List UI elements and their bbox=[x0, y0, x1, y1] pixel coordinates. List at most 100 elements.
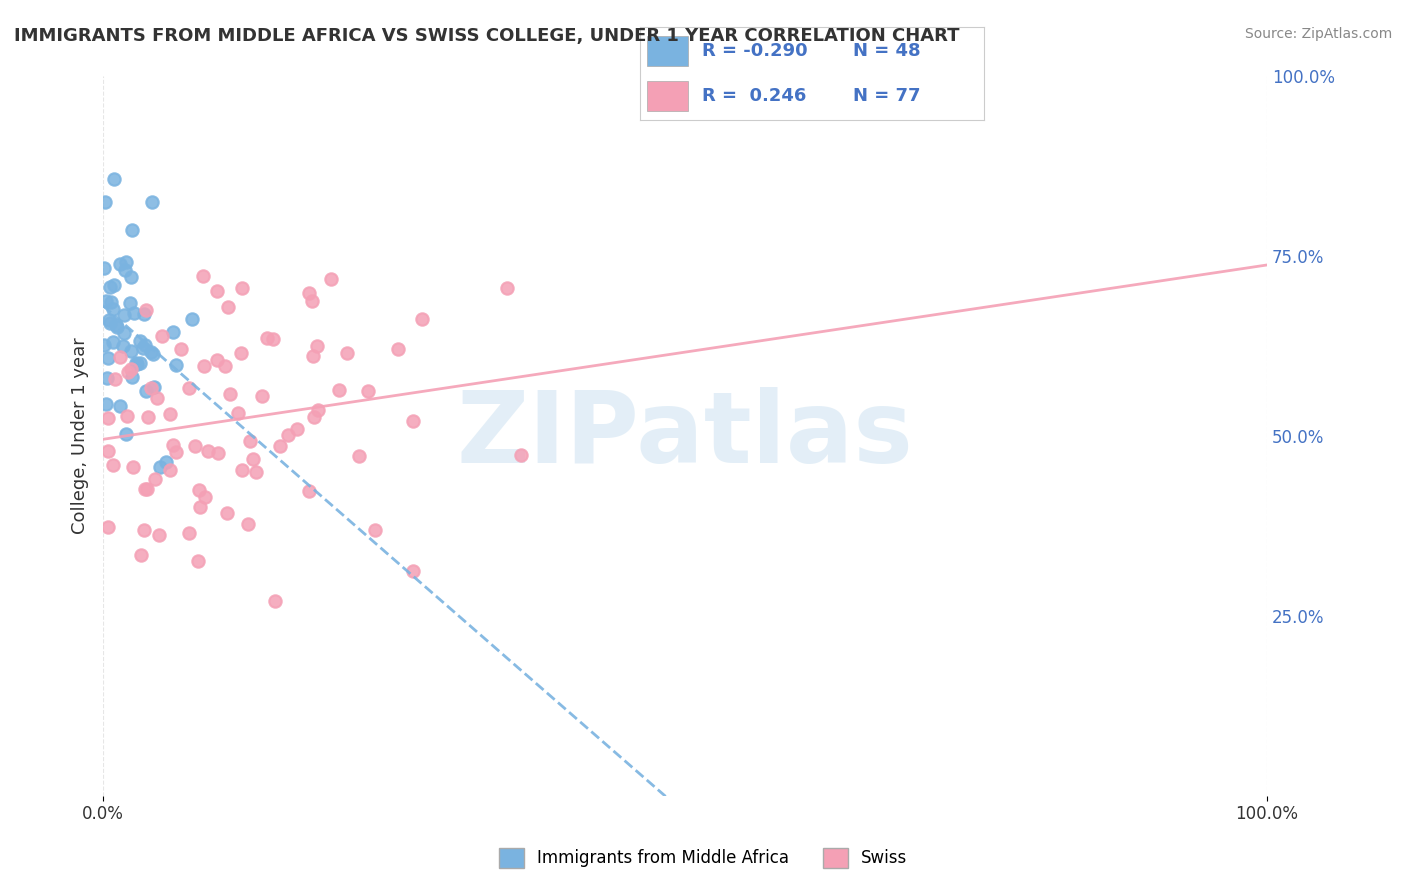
Point bbox=[214, 359, 236, 373]
Point bbox=[169, 343, 191, 357]
Point bbox=[162, 438, 184, 452]
Point bbox=[114, 262, 136, 277]
Point bbox=[104, 318, 127, 333]
Point bbox=[301, 294, 323, 309]
Point bbox=[162, 326, 184, 340]
Point bbox=[308, 402, 330, 417]
Point bbox=[262, 332, 284, 346]
Point bbox=[302, 409, 325, 424]
Point bbox=[118, 295, 141, 310]
Point bbox=[194, 490, 217, 504]
Point bbox=[149, 459, 172, 474]
Point bbox=[231, 280, 253, 294]
Point bbox=[98, 279, 121, 293]
Point bbox=[217, 300, 239, 314]
Point bbox=[121, 223, 143, 237]
Point bbox=[120, 362, 142, 376]
Point bbox=[143, 380, 166, 394]
Point bbox=[97, 351, 120, 366]
Point bbox=[125, 357, 148, 371]
Point bbox=[101, 458, 124, 472]
Point bbox=[117, 365, 139, 379]
Point bbox=[305, 339, 328, 353]
Point bbox=[135, 482, 157, 496]
Point bbox=[141, 381, 163, 395]
Point bbox=[121, 370, 143, 384]
Point bbox=[287, 422, 309, 436]
Point bbox=[97, 313, 120, 327]
Text: ZIPatlas: ZIPatlas bbox=[457, 387, 914, 484]
Y-axis label: College, Under 1 year: College, Under 1 year bbox=[72, 337, 89, 534]
Point bbox=[250, 389, 273, 403]
Point bbox=[193, 359, 215, 373]
Point bbox=[105, 320, 128, 334]
FancyBboxPatch shape bbox=[647, 81, 688, 111]
Point bbox=[115, 255, 138, 269]
Point bbox=[115, 409, 138, 423]
Point bbox=[143, 472, 166, 486]
Point bbox=[142, 346, 165, 360]
Point bbox=[229, 345, 252, 359]
Point bbox=[239, 434, 262, 449]
Point bbox=[357, 384, 380, 398]
Point bbox=[134, 482, 156, 496]
Point bbox=[228, 406, 250, 420]
Point bbox=[166, 444, 188, 458]
Point bbox=[112, 308, 135, 322]
Point bbox=[112, 338, 135, 352]
Point bbox=[205, 353, 228, 368]
Point bbox=[145, 392, 167, 406]
Point bbox=[94, 397, 117, 411]
Point bbox=[402, 565, 425, 579]
Point bbox=[496, 281, 519, 295]
Point bbox=[277, 428, 299, 442]
Point bbox=[101, 334, 124, 349]
Point bbox=[134, 523, 156, 537]
Point bbox=[188, 500, 211, 515]
Point bbox=[93, 195, 115, 210]
Text: N = 48: N = 48 bbox=[853, 42, 921, 60]
Point bbox=[110, 351, 132, 365]
Point bbox=[131, 548, 153, 562]
Point bbox=[264, 594, 287, 608]
Point bbox=[245, 466, 267, 480]
Point bbox=[132, 307, 155, 321]
Point bbox=[509, 448, 531, 462]
Point bbox=[159, 463, 181, 477]
Text: N = 77: N = 77 bbox=[853, 87, 921, 105]
Point bbox=[319, 272, 342, 286]
Point bbox=[98, 316, 121, 330]
Point bbox=[298, 285, 321, 300]
Point bbox=[159, 407, 181, 421]
Point bbox=[302, 349, 325, 363]
Point bbox=[136, 410, 159, 425]
Point bbox=[134, 338, 156, 352]
Point bbox=[103, 278, 125, 293]
Point bbox=[387, 342, 409, 356]
Point bbox=[347, 449, 370, 463]
Point bbox=[129, 334, 152, 348]
Point bbox=[103, 301, 125, 316]
Point bbox=[269, 439, 291, 453]
Point bbox=[207, 445, 229, 459]
Point bbox=[141, 195, 163, 210]
Point bbox=[183, 439, 205, 453]
Point bbox=[150, 329, 173, 343]
Text: R = -0.290: R = -0.290 bbox=[702, 42, 807, 60]
Point bbox=[115, 427, 138, 442]
Point bbox=[215, 506, 238, 520]
Point bbox=[188, 483, 211, 497]
Point bbox=[97, 444, 120, 458]
Point bbox=[336, 345, 359, 359]
Point bbox=[181, 312, 204, 326]
Point bbox=[205, 284, 228, 298]
Point bbox=[132, 341, 155, 355]
Point bbox=[122, 306, 145, 320]
Point bbox=[93, 260, 115, 275]
Point bbox=[108, 257, 131, 271]
Point bbox=[94, 293, 117, 308]
Point bbox=[297, 484, 319, 499]
Point bbox=[177, 525, 200, 540]
Point bbox=[122, 459, 145, 474]
Point bbox=[191, 268, 214, 283]
